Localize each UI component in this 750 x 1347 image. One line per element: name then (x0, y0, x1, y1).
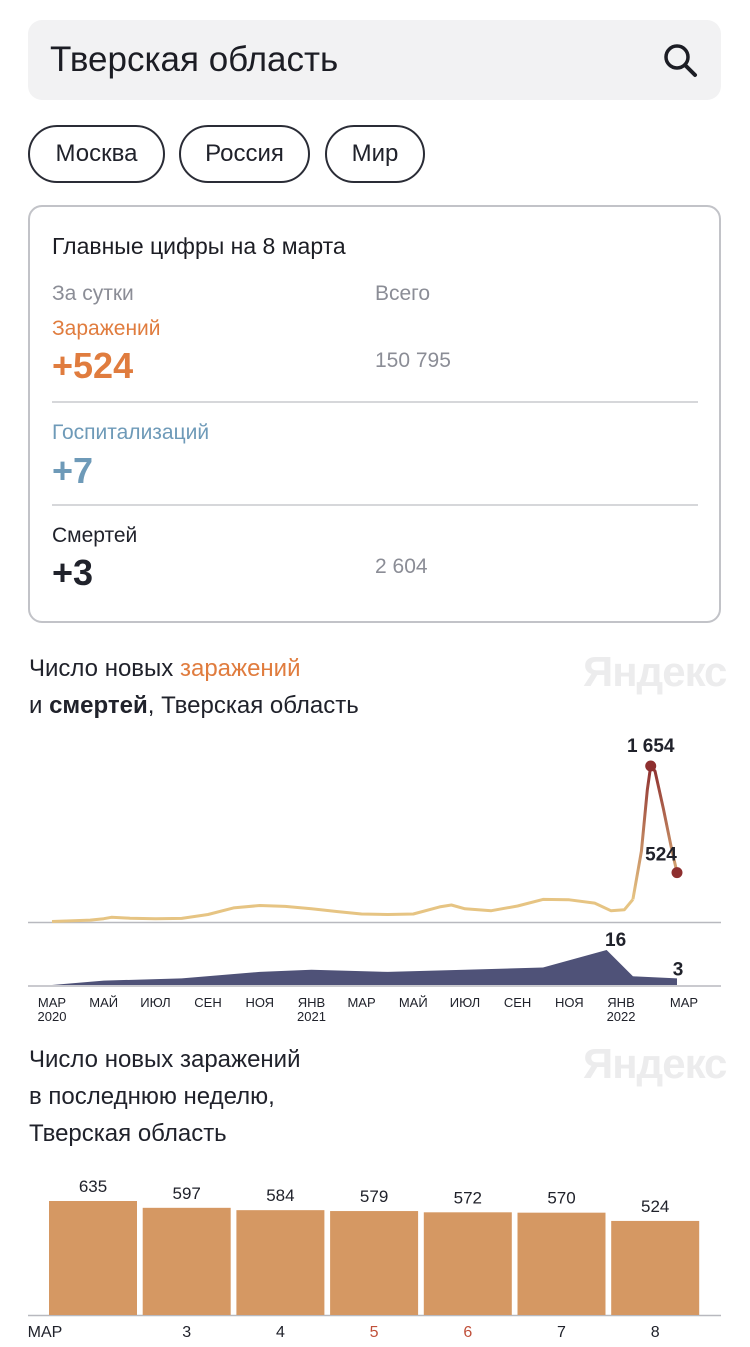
yandex-watermark: Яндекс (583, 1040, 727, 1087)
deaths-max-label: 16 (605, 930, 626, 951)
chart2-title: Число новых заражений в последнюю неделю… (29, 1046, 301, 1147)
x-tick-label: МАР (347, 995, 375, 1010)
x-tick-year: 2022 (607, 1009, 636, 1024)
infections-series-line (51, 897, 635, 923)
infections-label: Заражений (52, 317, 161, 340)
chip-russia[interactable]: Россия (179, 125, 310, 183)
legend-infections: заражений (179, 655, 301, 682)
deaths-label: Смертей (52, 524, 138, 547)
column-total-label: Всего (375, 282, 431, 305)
bar-value-label: 579 (360, 1187, 388, 1206)
infections-peak-line (631, 764, 679, 900)
bar-category-label: 6 (463, 1324, 472, 1341)
x-tick-year: 2021 (297, 1009, 326, 1024)
bar-value-label: 584 (266, 1186, 294, 1205)
weekly-infections-chart: 635 МАР 597 3 584 4 579 5 572 6 570 7 524 8 (28, 1177, 721, 1341)
bar-category-label: 8 (651, 1324, 660, 1341)
last-value-label: 524 (645, 845, 677, 866)
yandex-watermark: Яндекс (583, 648, 727, 695)
bar-value-label: 597 (173, 1184, 201, 1203)
search-field[interactable]: Тверская область (28, 20, 721, 100)
deaths-last-label: 3 (673, 959, 684, 980)
bar (142, 1207, 231, 1315)
x-tick-label: НОЯ (245, 995, 274, 1010)
deaths-day-value: +3 (52, 552, 94, 593)
x-tick-label: МАЙ (89, 995, 118, 1010)
x-tick-label: ЯНВ (298, 995, 325, 1010)
divider (52, 401, 698, 403)
peak-point (645, 760, 657, 772)
hospital-label: Госпитализаций (52, 421, 210, 444)
chip-world[interactable]: Мир (325, 125, 425, 183)
deaths-total-value: 2 604 (375, 555, 428, 578)
search-input[interactable]: Тверская область (50, 40, 339, 79)
bar-category-label: 7 (557, 1324, 566, 1341)
bar-category-label: 3 (182, 1324, 191, 1341)
x-tick-label: ЯНВ (607, 995, 634, 1010)
bar (236, 1210, 325, 1315)
divider (52, 504, 698, 506)
bar (611, 1220, 700, 1315)
bar-category-label: МАР (28, 1324, 63, 1341)
bar-value-label: 635 (79, 1177, 107, 1196)
x-tick-label: МАР (670, 995, 698, 1010)
bar (423, 1212, 512, 1315)
deaths-series-area (52, 950, 677, 985)
x-tick-label: СЕН (194, 995, 221, 1010)
x-tick-label: ИЮЛ (140, 995, 170, 1010)
search-icon[interactable] (660, 40, 700, 80)
bar-value-label: 572 (454, 1188, 482, 1207)
x-tick-year: 2020 (38, 1009, 67, 1024)
bar-category-label: 4 (276, 1324, 285, 1341)
x-tick-label: ИЮЛ (450, 995, 480, 1010)
legend-deaths: смертей (49, 692, 148, 719)
chart1-title: Число новых заражений и смертей, Тверска… (29, 655, 359, 719)
infections-day-value: +524 (52, 345, 134, 386)
peak-label: 1 654 (627, 736, 675, 757)
x-tick-label: СЕН (504, 995, 531, 1010)
summary-title: Главные цифры на 8 марта (52, 233, 346, 259)
hospital-day-value: +7 (52, 450, 94, 491)
bar (330, 1211, 419, 1315)
x-tick-label: МАР (38, 995, 66, 1010)
x-tick-label: МАЙ (399, 995, 428, 1010)
chip-moscow[interactable]: Москва (28, 125, 165, 183)
bar-value-label: 524 (641, 1197, 669, 1216)
column-day-label: За сутки (52, 282, 134, 305)
bar (517, 1212, 606, 1315)
infections-total-value: 150 795 (375, 349, 451, 372)
summary-card: Главные цифры на 8 марта За сутки Всего … (28, 205, 721, 623)
last-point (671, 867, 683, 879)
bar (49, 1201, 137, 1315)
bar-category-label: 5 (370, 1324, 379, 1341)
bar-value-label: 570 (547, 1189, 575, 1208)
x-tick-label: НОЯ (555, 995, 584, 1010)
